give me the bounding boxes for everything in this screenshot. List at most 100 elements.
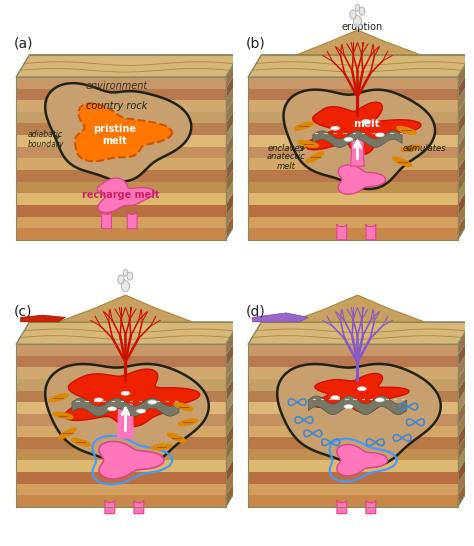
Polygon shape	[16, 217, 226, 228]
Polygon shape	[297, 30, 420, 55]
Polygon shape	[248, 449, 458, 460]
Polygon shape	[337, 224, 347, 240]
Polygon shape	[226, 438, 239, 472]
Text: anatectic
melt: anatectic melt	[267, 152, 305, 171]
Polygon shape	[291, 295, 424, 322]
Ellipse shape	[148, 400, 157, 404]
Polygon shape	[248, 391, 458, 402]
Polygon shape	[248, 379, 458, 391]
Text: (b): (b)	[246, 37, 265, 51]
Polygon shape	[16, 228, 226, 240]
Polygon shape	[313, 373, 409, 412]
Polygon shape	[226, 101, 239, 135]
Polygon shape	[16, 402, 226, 414]
Polygon shape	[134, 500, 144, 514]
Polygon shape	[16, 437, 226, 449]
Polygon shape	[458, 345, 471, 379]
Polygon shape	[355, 4, 360, 11]
Text: enclaves: enclaves	[267, 144, 305, 153]
Polygon shape	[226, 124, 239, 158]
Polygon shape	[105, 500, 115, 514]
Polygon shape	[16, 460, 226, 472]
Polygon shape	[16, 100, 226, 112]
Polygon shape	[458, 334, 471, 367]
Polygon shape	[178, 419, 198, 425]
Text: pristine
melt: pristine melt	[93, 124, 136, 146]
Polygon shape	[174, 403, 193, 411]
Polygon shape	[458, 369, 471, 402]
Polygon shape	[16, 77, 226, 88]
Polygon shape	[226, 461, 239, 495]
Polygon shape	[393, 157, 411, 167]
Polygon shape	[458, 113, 471, 147]
Ellipse shape	[121, 391, 130, 395]
Polygon shape	[72, 398, 179, 416]
Polygon shape	[16, 391, 226, 402]
Polygon shape	[248, 484, 458, 495]
Polygon shape	[458, 78, 471, 112]
Polygon shape	[248, 123, 458, 135]
Polygon shape	[458, 124, 471, 158]
Polygon shape	[248, 228, 458, 240]
Polygon shape	[458, 473, 471, 507]
Polygon shape	[458, 426, 471, 460]
Polygon shape	[226, 345, 239, 379]
Polygon shape	[226, 136, 239, 170]
Polygon shape	[16, 205, 226, 217]
Polygon shape	[248, 460, 458, 472]
Polygon shape	[123, 269, 128, 276]
Polygon shape	[71, 438, 91, 446]
Polygon shape	[354, 16, 361, 27]
Polygon shape	[283, 90, 435, 189]
Polygon shape	[248, 158, 458, 170]
Polygon shape	[458, 90, 471, 123]
Polygon shape	[359, 7, 365, 15]
Polygon shape	[226, 206, 239, 240]
Polygon shape	[248, 135, 458, 147]
Polygon shape	[458, 194, 471, 228]
Polygon shape	[226, 473, 239, 507]
Polygon shape	[248, 322, 471, 344]
Ellipse shape	[108, 407, 117, 411]
Polygon shape	[226, 78, 239, 112]
Text: adiabatic
boundary: adiabatic boundary	[27, 130, 64, 149]
Polygon shape	[99, 441, 164, 479]
Polygon shape	[59, 295, 192, 322]
Polygon shape	[248, 437, 458, 449]
Polygon shape	[458, 171, 471, 205]
Polygon shape	[248, 356, 458, 367]
Polygon shape	[16, 414, 226, 425]
Polygon shape	[458, 461, 471, 495]
Polygon shape	[16, 344, 226, 356]
Text: cumulates: cumulates	[402, 144, 446, 153]
Polygon shape	[397, 127, 416, 134]
Ellipse shape	[344, 405, 353, 408]
Text: (a): (a)	[14, 37, 34, 51]
Polygon shape	[118, 405, 133, 438]
Polygon shape	[226, 194, 239, 228]
Polygon shape	[226, 55, 239, 88]
Polygon shape	[226, 159, 239, 193]
Polygon shape	[226, 369, 239, 402]
Polygon shape	[277, 364, 441, 467]
Polygon shape	[118, 275, 124, 284]
Polygon shape	[16, 449, 226, 460]
Polygon shape	[248, 425, 458, 437]
Polygon shape	[16, 356, 226, 367]
Polygon shape	[226, 113, 239, 147]
Polygon shape	[127, 272, 133, 280]
Polygon shape	[97, 178, 155, 212]
Text: recharge melt: recharge melt	[82, 190, 160, 200]
Polygon shape	[16, 193, 226, 205]
Polygon shape	[16, 88, 226, 100]
Polygon shape	[16, 379, 226, 391]
Polygon shape	[127, 212, 137, 229]
Polygon shape	[458, 159, 471, 193]
Polygon shape	[226, 66, 239, 100]
Polygon shape	[59, 428, 76, 438]
Ellipse shape	[331, 126, 339, 130]
Polygon shape	[248, 402, 458, 414]
Polygon shape	[226, 90, 239, 123]
Polygon shape	[458, 66, 471, 100]
Polygon shape	[248, 112, 458, 123]
